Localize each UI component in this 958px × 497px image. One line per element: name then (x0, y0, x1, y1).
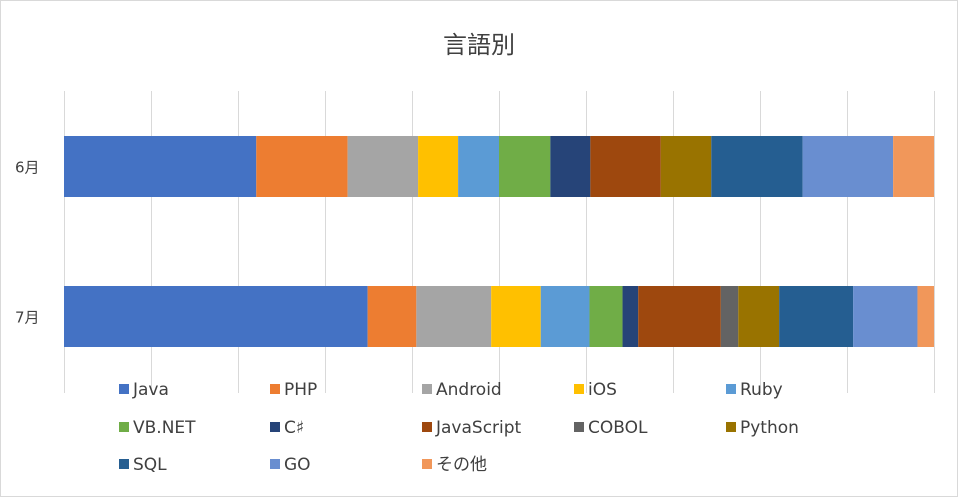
legend-swatch (574, 384, 584, 394)
legend-item: Java (119, 380, 169, 400)
legend-item: SQL (119, 455, 167, 475)
legend-label: Android (436, 380, 502, 400)
legend-item: Python (726, 418, 799, 438)
bar-segment (802, 136, 894, 197)
bar-segment (917, 286, 934, 347)
legend-item: COBOL (574, 418, 648, 438)
legend-swatch (119, 384, 129, 394)
legend-swatch (726, 422, 736, 432)
bar-segment (853, 286, 918, 347)
legend-label: COBOL (588, 418, 648, 438)
legend-label: PHP (284, 380, 317, 400)
bar-segment (622, 286, 639, 347)
legend-item: その他 (422, 455, 487, 475)
bar-segment (893, 136, 934, 197)
bar-segment (550, 136, 591, 197)
legend-label: Java (132, 380, 169, 400)
legend-swatch (119, 422, 129, 432)
bar-segment (256, 136, 348, 197)
legend-swatch (422, 459, 432, 469)
bars (64, 136, 934, 347)
bar-segment (660, 136, 712, 197)
bar-segment (720, 286, 739, 347)
bar-segment (779, 286, 854, 347)
bar-segment (347, 136, 419, 197)
legend-item: C♯ (270, 418, 304, 438)
bar-segment (540, 286, 590, 347)
legend-label: C♯ (284, 418, 304, 438)
legend-label: Ruby (740, 380, 783, 400)
legend-label: GO (284, 455, 311, 475)
legend-item: PHP (270, 380, 317, 400)
bar-segment (491, 286, 541, 347)
category-labels: 6月 7月 (15, 159, 40, 327)
bar-segment (590, 136, 661, 197)
legend-swatch (574, 422, 584, 432)
legend-item: iOS (574, 380, 617, 400)
legend-label: Python (740, 418, 799, 438)
bar-segment (711, 136, 803, 197)
bar-segment (64, 286, 368, 347)
legend-swatch (422, 422, 432, 432)
legend-swatch (119, 459, 129, 469)
legend-swatch (726, 384, 736, 394)
legend-label: JavaScript (435, 418, 522, 438)
legend-swatch (270, 422, 280, 432)
legend-label: その他 (436, 455, 487, 475)
legend-item: GO (270, 455, 311, 475)
legend-swatch (270, 384, 280, 394)
category-label: 6月 (15, 159, 40, 177)
bar-segment (499, 136, 551, 197)
bar-segment (418, 136, 459, 197)
legend-swatch (422, 384, 432, 394)
legend-label: iOS (588, 380, 617, 400)
bar-segment (589, 286, 623, 347)
chart-title: 言語別 (443, 31, 515, 59)
legend-swatch (270, 459, 280, 469)
legend: Java PHP Android iOS Ruby VB.NET C♯ JavaScript C… (119, 380, 799, 475)
legend-item: JavaScript (422, 418, 522, 438)
bar-segment (738, 286, 780, 347)
legend-label: VB.NET (133, 418, 196, 438)
legend-label: SQL (133, 455, 167, 475)
bar-segment (416, 286, 492, 347)
bar-segment (64, 136, 257, 197)
bar-segment (638, 286, 721, 347)
legend-item: VB.NET (119, 418, 196, 438)
legend-item: Android (422, 380, 502, 400)
bar-segment (458, 136, 499, 197)
legend-item: Ruby (726, 380, 783, 400)
category-label: 7月 (15, 309, 40, 327)
bar-segment (367, 286, 417, 347)
